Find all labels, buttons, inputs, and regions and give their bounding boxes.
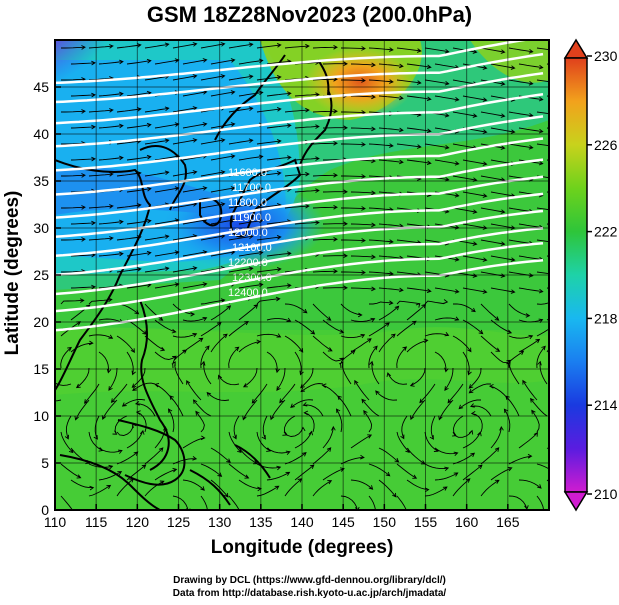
- x-tick-label: 150: [373, 514, 397, 530]
- x-tick-label: 145: [331, 514, 355, 530]
- colorbar-top-arrow: [563, 38, 589, 59]
- longitude-axis: 110 115 120 125 130 135 140 145 150 155 160 165: [44, 504, 520, 530]
- x-axis-label: Longitude (degrees): [210, 537, 394, 558]
- contour-label: 11800.0: [228, 197, 267, 209]
- contour-label: 12100.0: [232, 242, 272, 254]
- y-tick-label: 15: [33, 361, 49, 377]
- x-tick-label: 130: [208, 514, 232, 530]
- colorbar-bottom-arrow: [563, 491, 589, 512]
- colorbar-tick-label: 214: [594, 397, 618, 413]
- credit-drawing: Drawing by DCL (https://www.gfd-dennou.o…: [173, 575, 446, 586]
- y-tick-label: 30: [33, 220, 49, 236]
- contour-label: 11600.0: [228, 167, 267, 179]
- x-tick-label: 135: [249, 514, 273, 530]
- height-contour-line: [55, 259, 544, 332]
- y-tick-label: 5: [41, 455, 49, 471]
- x-tick-label: 115: [85, 514, 108, 530]
- colorbar-bar: [564, 57, 588, 493]
- map-title: GSM 18Z28Nov2023 (200.0hPa): [146, 2, 473, 27]
- y-tick-label: 0: [41, 502, 49, 518]
- y-tick-label: 10: [33, 408, 49, 424]
- height-contours: [55, 40, 544, 332]
- height-contour-line: [55, 137, 544, 196]
- y-axis-label: Latitude (degrees): [2, 190, 23, 356]
- x-tick-label: 140: [290, 514, 314, 530]
- colorbar-tick-label: 210: [594, 486, 618, 502]
- contour-label: 11700.0: [232, 182, 271, 194]
- colorbar-tick-label: 226: [594, 137, 618, 153]
- height-contour-line: [55, 115, 544, 172]
- contour-label: 11900.0: [232, 212, 271, 224]
- height-contour-line: [55, 241, 544, 313]
- y-tick-label: 35: [33, 173, 49, 189]
- height-contour-line: [55, 93, 544, 148]
- height-contour-line: [55, 52, 544, 104]
- contour-label: 12200.0: [228, 257, 268, 269]
- height-contour-line: [55, 40, 532, 85]
- y-tick-label: 40: [33, 126, 49, 142]
- height-contour-line: [55, 158, 544, 219]
- x-tick-label: 125: [167, 514, 191, 530]
- height-contour-line: [55, 209, 544, 277]
- x-tick-label: 155: [414, 514, 438, 530]
- y-tick-label: 45: [33, 79, 49, 95]
- colorbar: 230 226 222 218 214 210: [563, 38, 618, 512]
- contour-label: 12000.0: [228, 227, 268, 239]
- contour-labels: 11600.0 11700.0 11800.0 11900.0 12000.0 12100…: [228, 167, 272, 299]
- credit-data: Data from http://database.rish.kyoto-u.a…: [172, 588, 447, 599]
- height-contour-line: [55, 226, 544, 296]
- colorbar-tick-label: 222: [594, 224, 618, 240]
- height-contour-line: [55, 192, 544, 258]
- y-tick-label: 20: [33, 314, 49, 330]
- x-tick-label: 110: [44, 514, 67, 530]
- latitude-axis: 0 5 10 15 20 25 30 35 40 45: [33, 79, 61, 518]
- colorbar-tick-label: 218: [594, 310, 618, 326]
- x-tick-label: 160: [455, 514, 479, 530]
- contour-label: 12400.0: [228, 287, 268, 299]
- y-tick-label: 25: [33, 267, 49, 283]
- height-contour-line: [55, 175, 544, 238]
- x-tick-label: 165: [496, 514, 520, 530]
- x-tick-label: 120: [126, 514, 150, 530]
- colorbar-tick-label: 230: [594, 48, 618, 64]
- contour-label: 12300.0: [232, 272, 272, 284]
